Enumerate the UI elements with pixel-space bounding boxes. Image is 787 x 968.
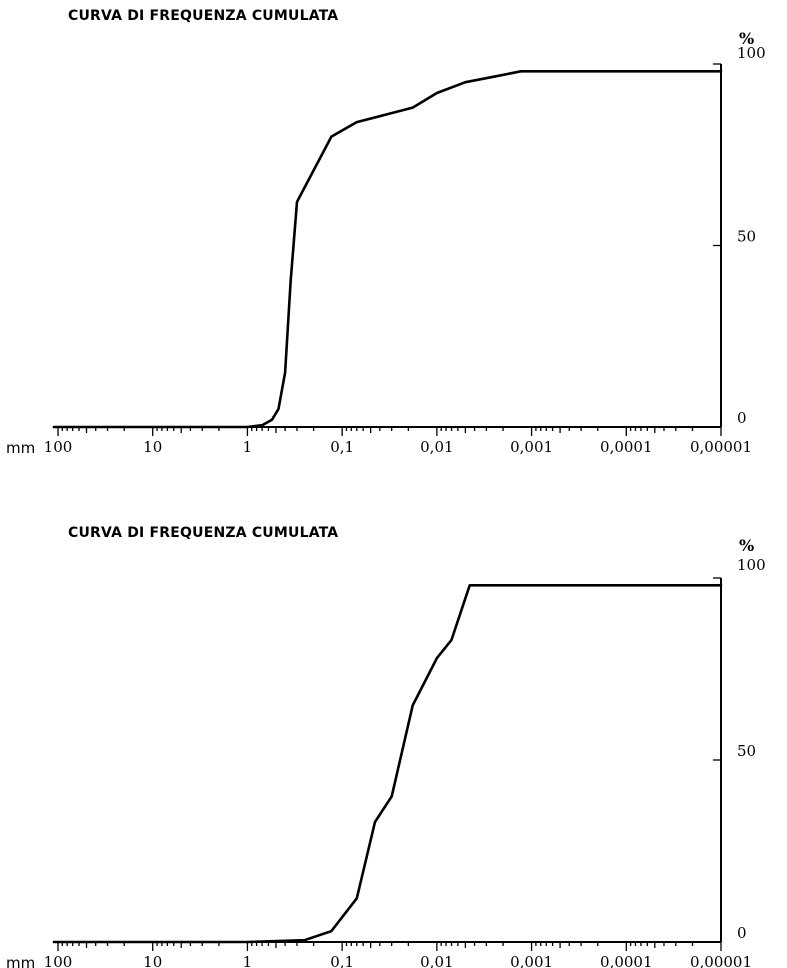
x-tick-label: 0,01 (420, 953, 453, 968)
x-tick-label: 100 (44, 438, 73, 456)
x-tick-label: 0,00001 (690, 438, 752, 456)
x-tick-label: 1 (243, 953, 253, 968)
cumulative-curve (52, 583, 723, 944)
y-tick-label: 0 (737, 409, 747, 427)
y-tick-label: 50 (737, 228, 756, 246)
x-tick-label: 0,1 (330, 953, 354, 968)
x-axis-unit: mm (6, 439, 35, 457)
x-tick-label: 10 (143, 438, 162, 456)
x-tick-label: 0,1 (330, 438, 354, 456)
chart-title: CURVA DI FREQUENZA CUMULATA (68, 8, 338, 24)
y-tick-label: 50 (737, 742, 756, 760)
y-tick-label: 100 (737, 44, 766, 62)
x-axis-unit: mm (6, 954, 35, 968)
x-tick-label: 1 (243, 438, 253, 456)
y-tick-label: 0 (737, 924, 747, 942)
x-tick-label: 0,0001 (600, 438, 653, 456)
y-axis-unit: % (739, 29, 754, 48)
chart-2: CURVA DI FREQUENZA CUMULATA 100 10 1 0,1 0,01… (6, 525, 766, 968)
cumulative-curve (52, 70, 723, 429)
y-axis-unit: % (739, 536, 754, 555)
y-tick-label: 100 (737, 556, 766, 574)
chart-title: CURVA DI FREQUENZA CUMULATA (68, 525, 338, 541)
x-tick-label: 100 (44, 953, 73, 968)
x-tick-label: 0,00001 (690, 953, 752, 968)
x-tick-label: 10 (143, 953, 162, 968)
x-tick-label: 0,001 (510, 438, 553, 456)
x-tick-label: 0,001 (510, 953, 553, 968)
x-tick-label: 0,0001 (600, 953, 653, 968)
chart-1: CURVA DI FREQUENZA CUMULATA 100 10 1 0,1 0,01… (6, 8, 766, 457)
x-tick-label: 0,01 (420, 438, 453, 456)
